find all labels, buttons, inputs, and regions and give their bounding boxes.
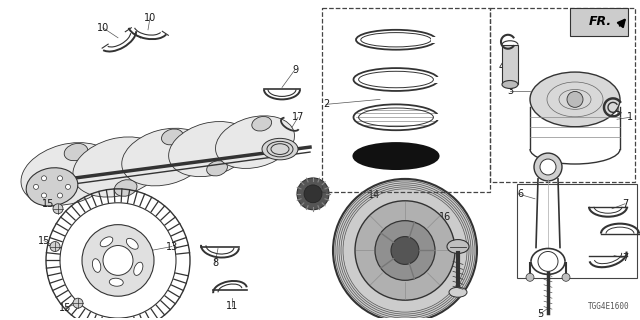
Text: 2: 2 bbox=[323, 100, 329, 109]
Circle shape bbox=[375, 221, 435, 280]
Circle shape bbox=[297, 178, 329, 210]
Circle shape bbox=[50, 242, 60, 252]
Ellipse shape bbox=[502, 81, 518, 88]
Ellipse shape bbox=[100, 237, 113, 247]
Bar bbox=[433, 114, 442, 120]
Bar bbox=[570, 8, 628, 36]
Circle shape bbox=[42, 193, 47, 198]
Circle shape bbox=[82, 225, 154, 296]
Text: 16: 16 bbox=[439, 212, 451, 222]
Ellipse shape bbox=[134, 262, 143, 276]
Text: 4: 4 bbox=[614, 106, 620, 116]
Ellipse shape bbox=[252, 116, 271, 131]
Text: TGG4E1600: TGG4E1600 bbox=[588, 302, 630, 311]
Text: 1: 1 bbox=[627, 112, 633, 122]
Ellipse shape bbox=[92, 259, 101, 272]
Bar bbox=[517, 184, 637, 278]
Text: 4: 4 bbox=[499, 61, 505, 72]
Text: 8: 8 bbox=[212, 259, 218, 268]
Ellipse shape bbox=[109, 278, 124, 286]
Circle shape bbox=[355, 201, 455, 300]
Text: 15: 15 bbox=[42, 199, 54, 209]
Ellipse shape bbox=[26, 168, 78, 206]
Text: 7: 7 bbox=[622, 253, 628, 263]
Bar bbox=[490, 8, 635, 182]
Ellipse shape bbox=[126, 238, 138, 249]
Ellipse shape bbox=[168, 122, 252, 177]
Circle shape bbox=[333, 179, 477, 320]
Ellipse shape bbox=[21, 143, 115, 205]
Ellipse shape bbox=[161, 129, 183, 145]
Circle shape bbox=[540, 159, 556, 175]
Text: 7: 7 bbox=[622, 199, 628, 209]
Text: 10: 10 bbox=[97, 23, 109, 33]
Ellipse shape bbox=[216, 116, 294, 168]
Ellipse shape bbox=[122, 128, 208, 186]
Text: 13: 13 bbox=[166, 242, 178, 252]
Bar bbox=[433, 76, 442, 83]
Text: 6: 6 bbox=[517, 189, 523, 199]
Text: 5: 5 bbox=[537, 309, 543, 319]
Ellipse shape bbox=[73, 137, 163, 197]
Text: FR.: FR. bbox=[588, 15, 612, 28]
Circle shape bbox=[526, 273, 534, 281]
Circle shape bbox=[538, 252, 558, 271]
Circle shape bbox=[53, 204, 63, 214]
Ellipse shape bbox=[207, 161, 227, 176]
Circle shape bbox=[58, 193, 63, 198]
Text: 17: 17 bbox=[292, 112, 304, 122]
Circle shape bbox=[58, 176, 63, 181]
Circle shape bbox=[73, 298, 83, 308]
Ellipse shape bbox=[541, 259, 555, 268]
Bar bbox=[322, 8, 490, 192]
Circle shape bbox=[42, 176, 47, 181]
Text: 14: 14 bbox=[368, 190, 380, 200]
Text: 15: 15 bbox=[38, 236, 50, 245]
Ellipse shape bbox=[353, 143, 438, 169]
Circle shape bbox=[65, 184, 70, 189]
Bar bbox=[502, 45, 518, 84]
Circle shape bbox=[562, 273, 570, 281]
Circle shape bbox=[33, 184, 38, 189]
Circle shape bbox=[304, 185, 322, 203]
Ellipse shape bbox=[449, 287, 467, 297]
Text: 3: 3 bbox=[507, 86, 513, 96]
Ellipse shape bbox=[530, 72, 620, 127]
Text: 11: 11 bbox=[226, 301, 238, 311]
Ellipse shape bbox=[447, 240, 469, 253]
Text: 9: 9 bbox=[292, 65, 298, 75]
Circle shape bbox=[534, 153, 562, 181]
Circle shape bbox=[103, 245, 133, 275]
Ellipse shape bbox=[262, 138, 298, 160]
Text: 10: 10 bbox=[144, 13, 156, 23]
Bar bbox=[431, 37, 439, 43]
Ellipse shape bbox=[64, 143, 88, 161]
Circle shape bbox=[391, 236, 419, 264]
Text: 12: 12 bbox=[312, 182, 324, 192]
Text: 15: 15 bbox=[59, 303, 71, 313]
Ellipse shape bbox=[115, 180, 137, 196]
Circle shape bbox=[567, 92, 583, 107]
